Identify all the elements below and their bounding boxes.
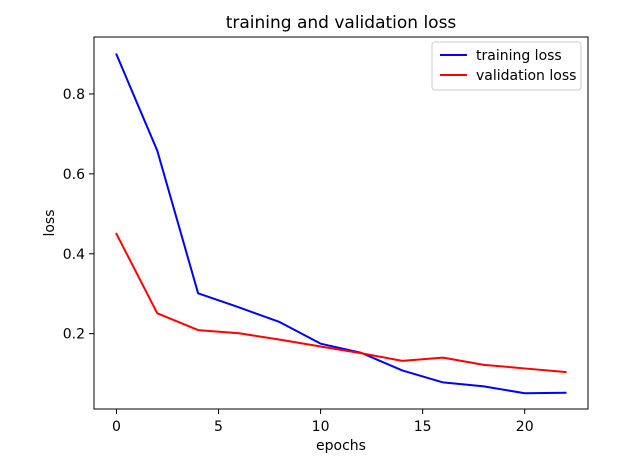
y-tick-label: 0.2 <box>63 327 85 343</box>
x-tick-label: 0 <box>112 419 121 435</box>
legend-label-validation-loss: validation loss <box>476 68 576 84</box>
legend-label-training-loss: training loss <box>476 48 562 64</box>
x-tick-label: 20 <box>516 419 534 435</box>
y-axis-label: loss <box>42 209 58 236</box>
legend: training loss validation loss <box>432 42 581 90</box>
y-tick-label: 0.8 <box>63 87 85 103</box>
y-tick-label: 0.4 <box>63 247 85 263</box>
x-axis-label: epochs <box>316 438 366 454</box>
x-tick-label: 15 <box>414 419 432 435</box>
x-tick-label: 10 <box>312 419 330 435</box>
x-tick-label: 5 <box>214 419 223 435</box>
chart-title: training and validation loss <box>226 13 457 33</box>
y-tick-label: 0.6 <box>63 167 85 183</box>
